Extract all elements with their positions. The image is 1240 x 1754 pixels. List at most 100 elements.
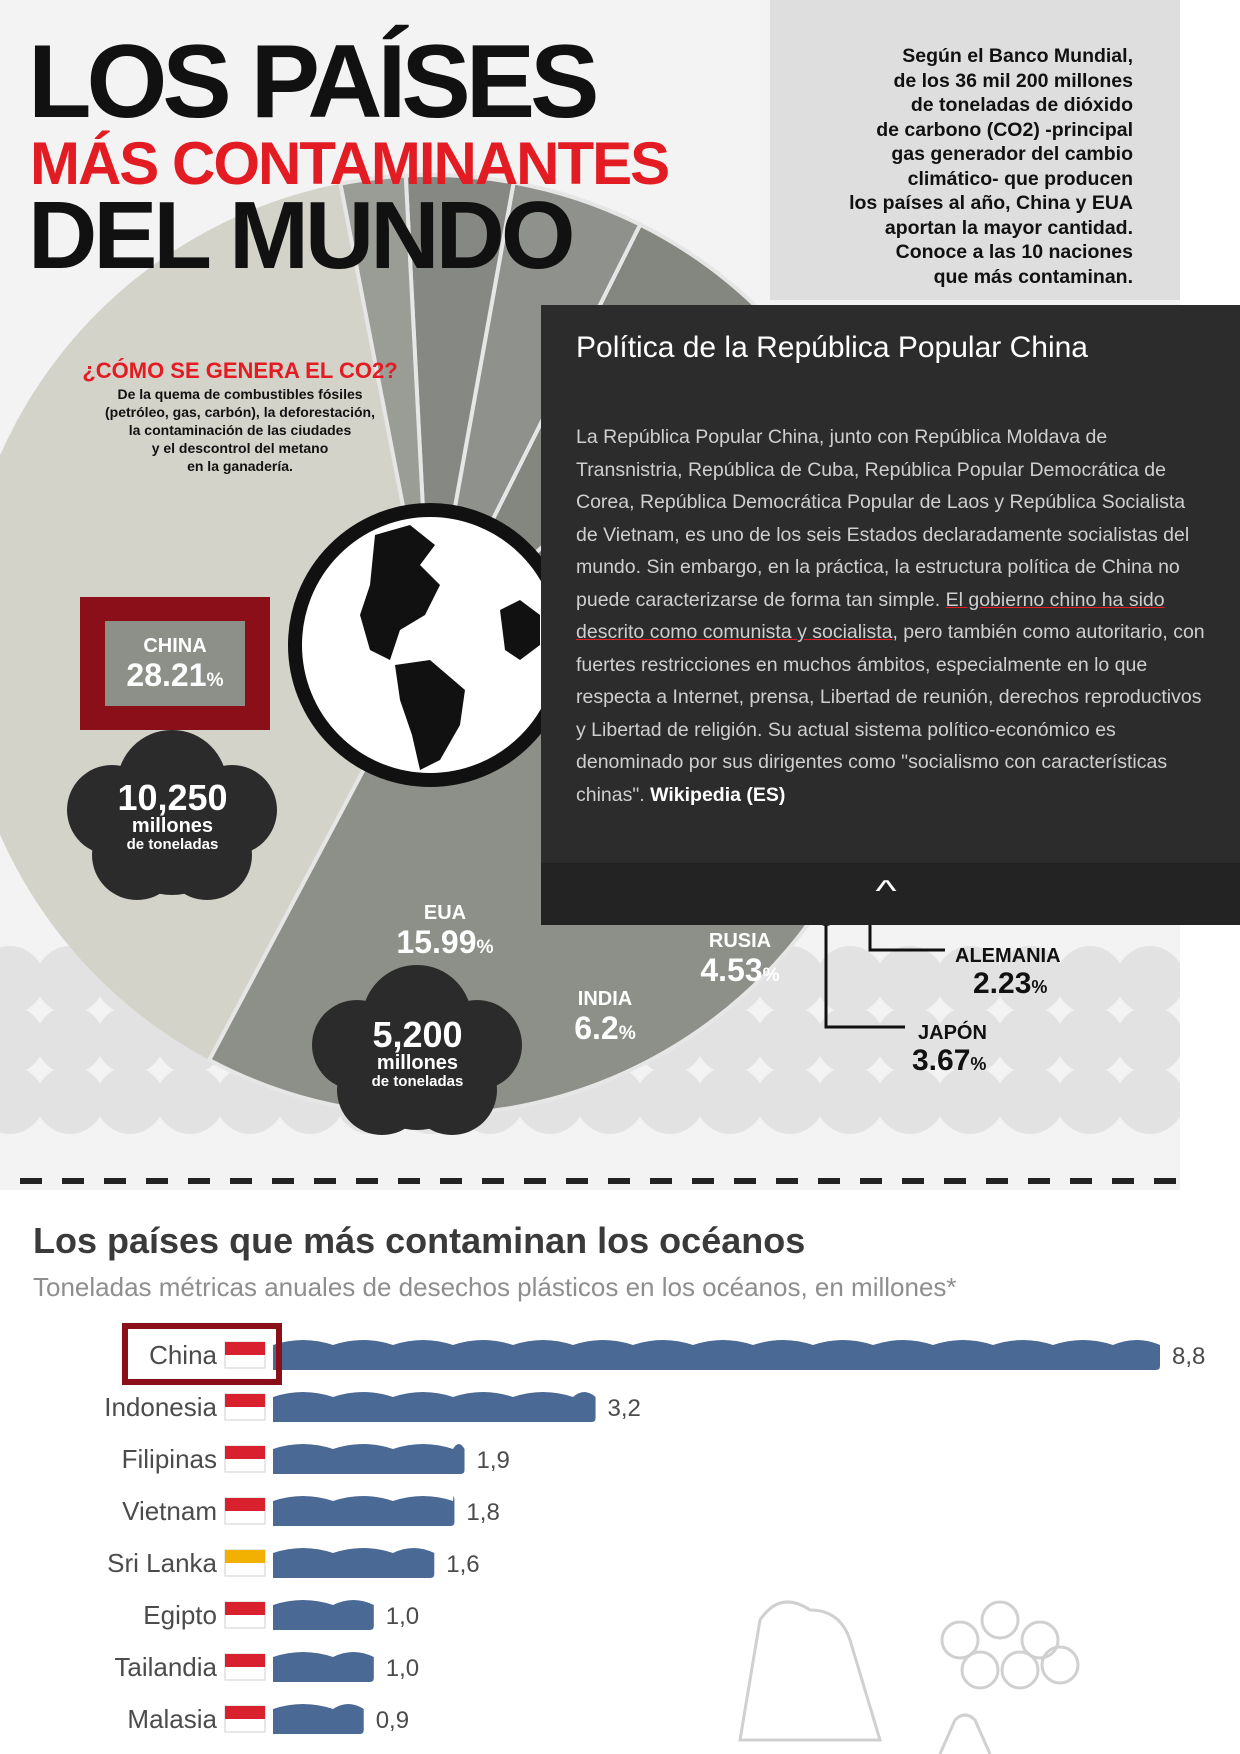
bar-row: China 8,8: [149, 1340, 1205, 1370]
cloud-shape: [816, 1066, 884, 1134]
pie-label-pct: 6.2%: [574, 1010, 636, 1046]
bar-value-label: 8,8: [1172, 1343, 1205, 1370]
cloud-shape: [936, 1066, 1004, 1134]
popup-text-before: La República Popular China, junto con Re…: [576, 426, 1190, 611]
china-row-highlight: [122, 1323, 282, 1385]
oceans-chart-subtitle: Toneladas métricas anuales de desechos p…: [33, 1272, 957, 1302]
pie-label-name: JAPÓN: [918, 1022, 987, 1044]
bar-row: Sri Lanka 1,6: [107, 1548, 480, 1578]
cloud-shape: [1056, 1006, 1124, 1074]
flag-icon: [224, 1601, 266, 1629]
plastic-waste-illustration: [738, 1600, 1080, 1754]
dash-divider: [1112, 1178, 1134, 1184]
flag-icon: [224, 1393, 266, 1421]
dash-divider: [440, 1178, 462, 1184]
dash-divider: [104, 1178, 126, 1184]
flag-icon: [224, 1445, 266, 1473]
dash-divider: [650, 1178, 672, 1184]
dash-divider: [314, 1178, 336, 1184]
bar-category-label: Vietnam: [122, 1496, 217, 1526]
flag-icon: [224, 1653, 266, 1681]
chevron-up-icon[interactable]: ^: [875, 875, 897, 908]
six-pack-ring-icon: [980, 1600, 1020, 1640]
cloud-shape: [996, 1006, 1064, 1074]
wikipedia-source-link[interactable]: Wikipedia (ES): [650, 783, 786, 806]
bar-row: Tailandia 1,0: [114, 1652, 419, 1682]
pie-label-rusia: RUSIA 4.53%: [670, 930, 810, 993]
cloud-shape: [756, 1066, 824, 1134]
callout-unit: millones: [376, 1052, 459, 1074]
dash-divider: [230, 1178, 252, 1184]
callout-unit2: de toneladas: [371, 1073, 464, 1090]
callout-unit: millones: [131, 815, 214, 837]
dash-divider: [566, 1178, 588, 1184]
text-line: de los 36 mil 200 millones: [893, 69, 1133, 92]
dash-divider: [944, 1178, 966, 1184]
bar-category-label: Egipto: [143, 1600, 217, 1630]
dash-divider: [902, 1178, 924, 1184]
dash-divider: [1028, 1178, 1050, 1184]
popup-title: Política de la República Popular China: [576, 331, 1088, 364]
pie-label-japon: JAPÓN 3.67%: [912, 1022, 987, 1080]
dash-divider: [1070, 1178, 1092, 1184]
callout-value: 10,250: [117, 777, 228, 818]
bar: [273, 1652, 374, 1682]
callout-unit2: de toneladas: [126, 836, 219, 853]
bar: [273, 1600, 374, 1630]
cloud-shape: [0, 1066, 44, 1134]
text-line: y el descontrol del metano: [151, 440, 329, 456]
cloud-shape: [996, 946, 1064, 1014]
pie-label-name: RUSIA: [708, 930, 772, 952]
popup-highlighted-text[interactable]: El gobierno chino ha sido descrito como …: [576, 588, 1165, 644]
popup-text-after: , pero también como autoritario, con fue…: [576, 621, 1205, 806]
bar-value-label: 0,9: [376, 1707, 409, 1734]
china-tonnage-callout: 10,250 millones de toneladas: [80, 780, 265, 854]
dash-divider: [146, 1178, 168, 1184]
cloud-shape: [36, 1006, 104, 1074]
bar-rows: China 8,8 Indonesia 3,2 Filipinas 1,9 Vietnam 1…: [104, 1340, 1205, 1734]
bar: [273, 1704, 364, 1734]
bar-category-label: Malasia: [127, 1704, 217, 1734]
leader-line: [824, 924, 905, 1029]
popup-body: La República Popular China, junto con Re…: [576, 421, 1206, 811]
callout-cloud: [357, 1010, 477, 1130]
flag-icon: [224, 1341, 266, 1369]
text-line: en la ganadería.: [187, 458, 293, 474]
cloud-shape: [876, 1006, 944, 1074]
cloud-shape: [0, 1006, 44, 1074]
oceans-chart-title: Los países que más contaminan los océano…: [33, 1220, 806, 1261]
bar-value-label: 1,9: [477, 1447, 510, 1474]
intro-text: Según el Banco Mundial, de los 36 mil 200…: [800, 44, 1133, 289]
text-line: de toneladas de dióxido: [910, 94, 1133, 116]
cloud-shape: [96, 1006, 164, 1074]
pie-label-pct: 28.21%: [126, 657, 224, 693]
text-line: aportan la mayor cantidad.: [884, 216, 1133, 239]
pie-label-eua: EUA 15.99%: [360, 902, 530, 965]
bar-value-label: 3,2: [608, 1395, 641, 1422]
cloud-shape: [756, 1006, 824, 1074]
bar: [273, 1340, 1160, 1370]
tonnage-callouts: [67, 730, 522, 1135]
text-line: los países al año, China y EUA: [849, 192, 1133, 214]
bar-category-label: Indonesia: [104, 1392, 217, 1422]
popup-footer: ^: [541, 863, 1240, 925]
bar-row: Vietnam 1,8: [122, 1496, 500, 1526]
globe-icon: [288, 503, 572, 787]
flag-icon: [224, 1497, 266, 1525]
bar: [273, 1444, 465, 1474]
text-line: de carbono (CO2) -principal: [876, 118, 1133, 141]
cloud-shape: [1116, 1006, 1180, 1074]
text-line: De la quema de combustibles fósiles: [117, 386, 363, 402]
bottle-icon: [938, 1713, 992, 1754]
cloud-shape: [96, 1066, 164, 1134]
bar-row: Malasia 0,9: [127, 1704, 409, 1734]
dash-divider: [986, 1178, 1008, 1184]
callout-value: 5,200: [372, 1014, 463, 1055]
bar-row: Filipinas 1,9: [122, 1444, 510, 1474]
six-pack-ring-icon: [1000, 1650, 1040, 1690]
co2-heading: ¿CÓMO SE GENERA EL CO2?: [82, 358, 398, 383]
cloud-shape: [36, 1066, 104, 1134]
cloud-shape: [1116, 946, 1180, 1014]
bar-value-label: 1,6: [446, 1551, 479, 1578]
dash-divider: [734, 1178, 756, 1184]
